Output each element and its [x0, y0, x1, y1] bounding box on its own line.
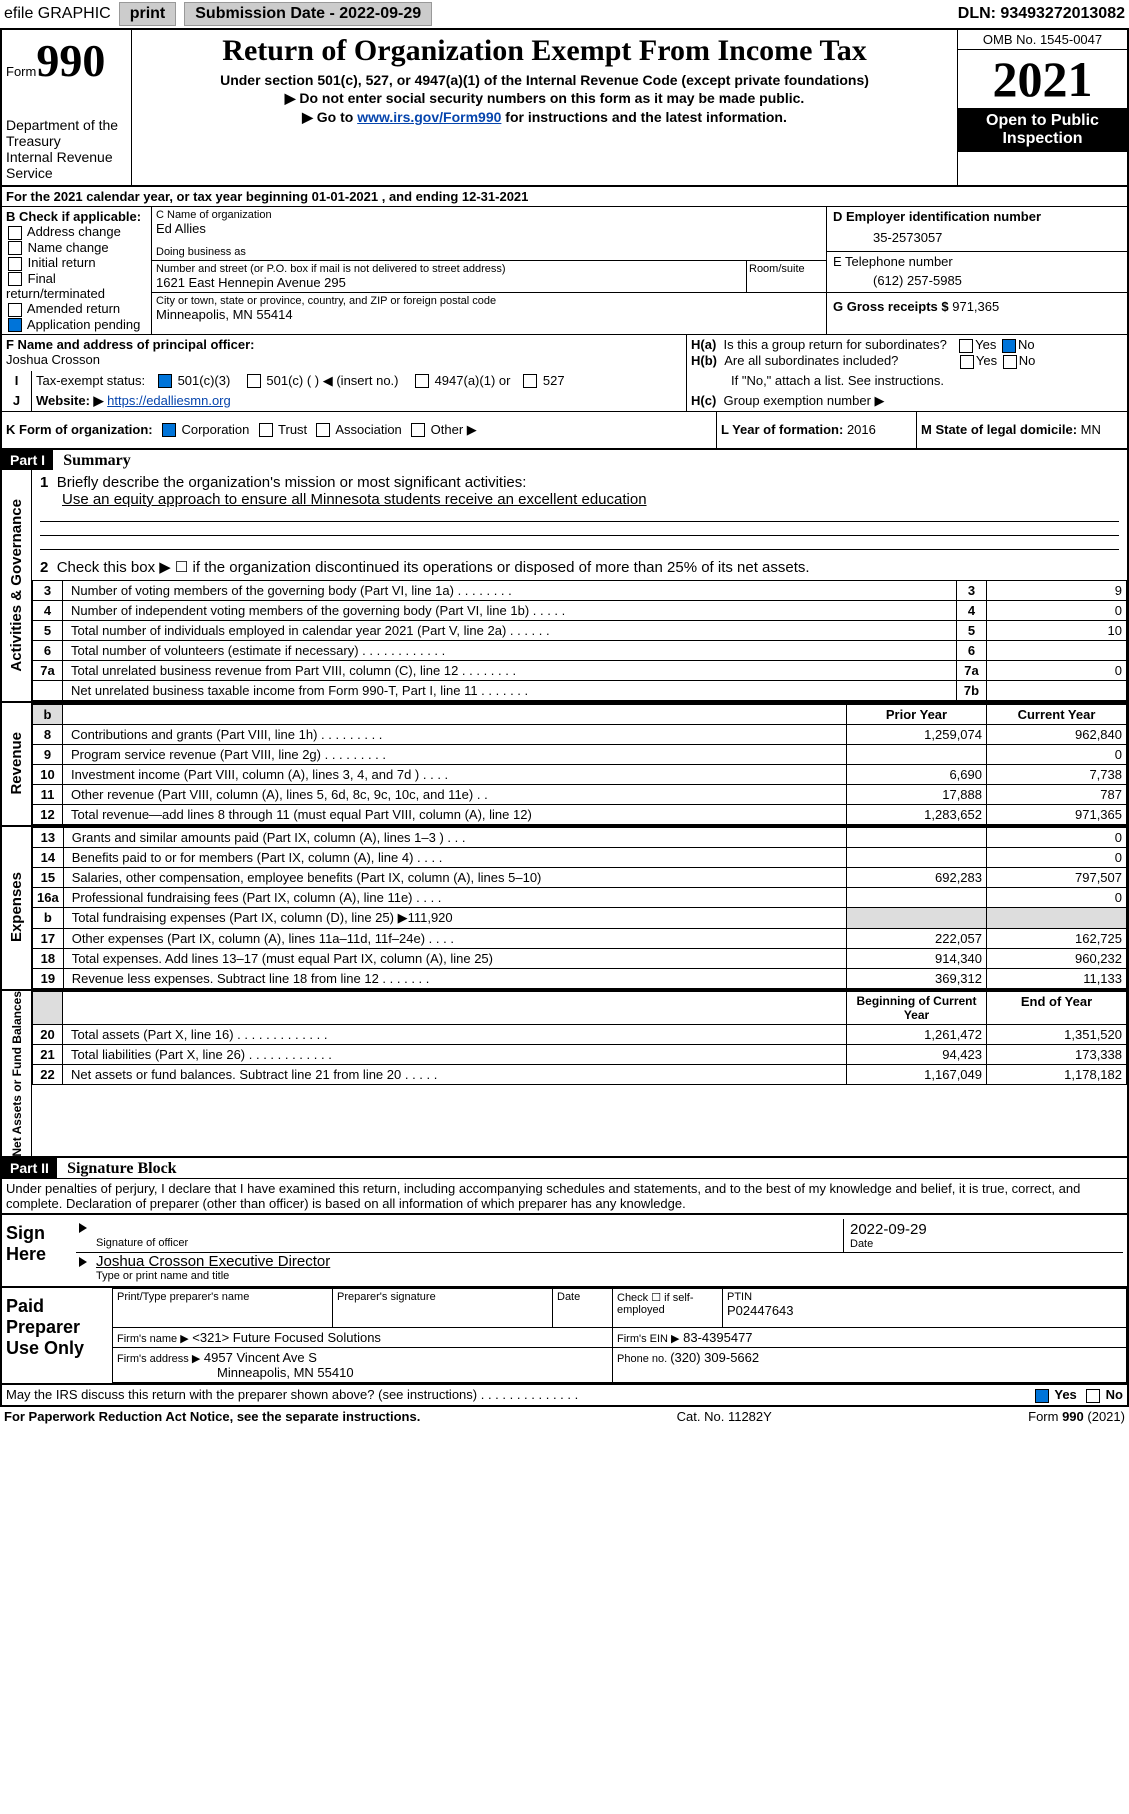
- ptin: P02447643: [727, 1303, 1122, 1318]
- line-klm: K Form of organization: Corporation Trus…: [0, 412, 1129, 450]
- check-4947[interactable]: [415, 374, 429, 388]
- firm-ein: 83-4395477: [683, 1330, 752, 1345]
- check-address-change[interactable]: [8, 226, 22, 240]
- perjury-statement: Under penalties of perjury, I declare th…: [0, 1178, 1129, 1215]
- ssn-warning: ▶ Do not enter social security numbers o…: [136, 90, 953, 107]
- omb-number: OMB No. 1545-0047: [958, 30, 1127, 50]
- officer-name: Joshua Crosson: [6, 352, 100, 367]
- dln-label: DLN: 93493272013082: [958, 5, 1125, 23]
- preparer-block: Paid Preparer Use Only Print/Type prepar…: [0, 1288, 1129, 1385]
- fh-block: F Name and address of principal officer:…: [0, 334, 1129, 370]
- arrow-icon: [79, 1257, 87, 1267]
- check-501c[interactable]: [247, 374, 261, 388]
- form-number: 990: [36, 35, 105, 86]
- firm-phone: (320) 309-5662: [670, 1350, 759, 1365]
- phone-value: (612) 257-5985: [833, 269, 1121, 290]
- check-corp[interactable]: [162, 423, 176, 437]
- check-application-pending[interactable]: [8, 318, 22, 332]
- check-amended[interactable]: [8, 303, 22, 317]
- check-other[interactable]: [411, 423, 425, 437]
- check-trust[interactable]: [259, 423, 273, 437]
- line-a: For the 2021 calendar year, or tax year …: [0, 187, 1129, 207]
- check-501c3[interactable]: [158, 374, 172, 388]
- discuss-no[interactable]: [1086, 1389, 1100, 1403]
- section-activities-governance: Activities & Governance 1 Briefly descri…: [0, 470, 1129, 703]
- check-final-return[interactable]: [8, 272, 22, 286]
- discuss-yes[interactable]: [1035, 1389, 1049, 1403]
- state-domicile: MN: [1081, 422, 1101, 437]
- check-assoc[interactable]: [316, 423, 330, 437]
- section-revenue: Revenue bPrior YearCurrent Year8Contribu…: [0, 703, 1129, 827]
- box-deg: D Employer identification number 35-2573…: [827, 207, 1127, 334]
- hb-no[interactable]: [1003, 355, 1017, 369]
- side-na: Net Assets or Fund Balances: [10, 991, 24, 1157]
- form-subtitle: Under section 501(c), 527, or 4947(a)(1)…: [136, 72, 953, 88]
- section-expenses: Expenses 13Grants and similar amounts pa…: [0, 827, 1129, 991]
- form-title: Return of Organization Exempt From Incom…: [136, 34, 953, 68]
- part1-header: Part I Summary: [0, 450, 1129, 470]
- year-formation: 2016: [847, 422, 876, 437]
- check-initial-return[interactable]: [8, 257, 22, 271]
- city-state-zip: Minneapolis, MN 55414: [156, 307, 822, 322]
- box-b: B Check if applicable: Address change Na…: [2, 207, 152, 334]
- goto-line: ▶ Go to www.irs.gov/Form990 for instruct…: [136, 109, 953, 126]
- firm-name: Future Focused Solutions: [233, 1330, 381, 1345]
- header-center: Return of Organization Exempt From Incom…: [132, 30, 957, 185]
- irs-label: Internal Revenue Service: [6, 149, 127, 181]
- org-name: Ed Allies: [156, 221, 822, 236]
- form990-link[interactable]: www.irs.gov/Form990: [357, 109, 501, 125]
- website-link[interactable]: https://edalliesmn.org: [107, 393, 231, 408]
- hb-yes[interactable]: [960, 355, 974, 369]
- side-exp: Expenses: [8, 872, 25, 942]
- box-f: F Name and address of principal officer:…: [2, 335, 687, 370]
- header-right: OMB No. 1545-0047 2021 Open to PublicIns…: [957, 30, 1127, 185]
- ha-no[interactable]: [1002, 339, 1016, 353]
- line-i: I Tax-exempt status: 501(c)(3) 501(c) ( …: [0, 371, 1129, 391]
- dept-label: Department of the Treasury: [6, 117, 127, 149]
- form-header: Form990 Department of the Treasury Inter…: [0, 28, 1129, 187]
- check-527[interactable]: [523, 374, 537, 388]
- box-h: H(a) Is this a group return for subordin…: [687, 335, 1127, 370]
- tax-year: 2021: [958, 50, 1127, 108]
- inspection-label: Open to PublicInspection: [958, 108, 1127, 152]
- side-rev: Revenue: [8, 732, 25, 795]
- header-left: Form990 Department of the Treasury Inter…: [2, 30, 132, 185]
- revenue-table: bPrior YearCurrent Year8Contributions an…: [32, 703, 1127, 825]
- line-j: J Website: ▶ https://edalliesmn.org H(c)…: [0, 391, 1129, 412]
- box-c: C Name of organization Ed Allies Doing b…: [152, 207, 827, 334]
- arrow-icon: [79, 1223, 87, 1233]
- part2-header: Part II Signature Block: [0, 1158, 1129, 1178]
- officer-signature-name: Joshua Crosson Executive Director: [96, 1253, 1123, 1270]
- check-name-change[interactable]: [8, 241, 22, 255]
- bcd-block: B Check if applicable: Address change Na…: [0, 207, 1129, 334]
- ag-table: 3Number of voting members of the governi…: [32, 580, 1127, 701]
- netassets-table: Beginning of Current YearEnd of Year20To…: [32, 991, 1127, 1085]
- page-footer: For Paperwork Reduction Act Notice, see …: [0, 1407, 1129, 1426]
- form-prefix: Form: [6, 64, 36, 79]
- print-button[interactable]: print: [119, 2, 177, 26]
- sign-date: 2022-09-29: [850, 1221, 1117, 1238]
- mission-text: Use an equity approach to ensure all Min…: [62, 491, 647, 508]
- gross-receipts: 971,365: [952, 299, 999, 314]
- ein-value: 35-2573057: [833, 224, 1121, 249]
- discuss-line: May the IRS discuss this return with the…: [0, 1385, 1129, 1407]
- expenses-table: 13Grants and similar amounts paid (Part …: [32, 827, 1127, 989]
- street-address: 1621 East Hennepin Avenue 295: [156, 275, 742, 290]
- ha-yes[interactable]: [959, 339, 973, 353]
- submission-date-button[interactable]: Submission Date - 2022-09-29: [184, 2, 432, 26]
- efile-label: efile GRAPHIC: [4, 5, 111, 23]
- top-bar: efile GRAPHIC print Submission Date - 20…: [0, 0, 1129, 28]
- side-ag: Activities & Governance: [8, 499, 25, 672]
- section-net-assets: Net Assets or Fund Balances Beginning of…: [0, 991, 1129, 1159]
- firm-addr2: Minneapolis, MN 55410: [217, 1365, 354, 1380]
- firm-addr1: 4957 Vincent Ave S: [204, 1350, 317, 1365]
- sign-block: Sign Here Signature of officer 2022-09-2…: [0, 1215, 1129, 1288]
